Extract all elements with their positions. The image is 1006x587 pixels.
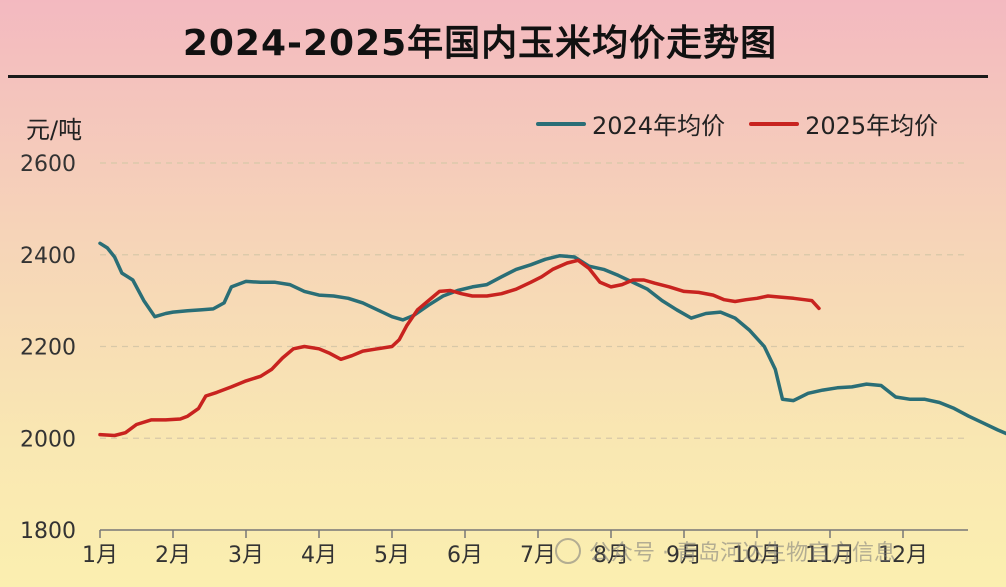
axis-layer: 1800 2000 2200 2400 2600 1月 2月 3月 4月 5月 6月 7月 8月 9月 10…	[20, 152, 968, 568]
x-tick-label: 8月	[593, 543, 629, 568]
series-layer	[98, 241, 1006, 438]
x-tick-label: 3月	[228, 543, 264, 568]
legend-label-2024: 2024年均价	[592, 112, 726, 140]
watermark: 公众号 · 青岛河达生物官方信息	[555, 535, 896, 567]
series-line-2025	[98, 258, 821, 438]
watermark-text: 公众号 · 青岛河达生物官方信息	[589, 541, 896, 566]
y-tick-label: 2200	[20, 336, 76, 361]
x-tick-label: 5月	[374, 543, 410, 568]
wechat-icon	[555, 538, 581, 564]
y-tick-label: 2600	[20, 152, 76, 177]
y-tick-label: 2000	[20, 427, 76, 452]
y-tick-label: 1800	[20, 519, 76, 544]
legend-item-2024: 2024年均价	[536, 106, 725, 141]
legend-swatch-2024	[536, 121, 586, 126]
x-tick-label: 2月	[155, 543, 191, 568]
x-tick-label: 11月	[805, 543, 855, 568]
x-tick-label: 12月	[878, 543, 928, 568]
legend: 2024年均价 2025年均价	[536, 106, 962, 141]
x-tick-label: 1月	[82, 543, 118, 568]
chart-title: 2024-2025年国内玉米均价走势图	[182, 23, 778, 64]
legend-label-2025: 2025年均价	[805, 112, 939, 140]
x-tick-label: 4月	[301, 543, 337, 568]
title-divider	[8, 75, 988, 78]
x-tick-label: 7月	[520, 543, 556, 568]
grid-layer	[100, 162, 968, 439]
x-tick-label: 6月	[447, 543, 483, 568]
legend-swatch-2025	[749, 121, 800, 126]
y-tick-label: 2400	[20, 244, 76, 269]
y-axis-unit: 元/吨	[26, 116, 83, 144]
series-line-2024	[98, 241, 1006, 436]
legend-item-2025: 2025年均价	[749, 106, 938, 141]
x-tick-label: 9月	[666, 543, 702, 568]
x-tick-label: 10月	[732, 543, 782, 568]
